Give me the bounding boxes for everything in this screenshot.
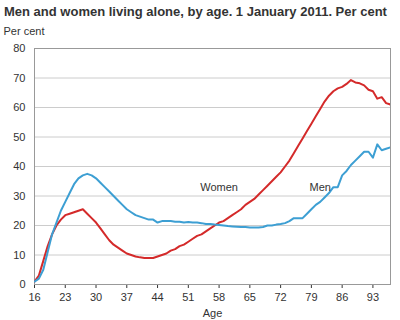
- svg-text:Men: Men: [309, 181, 330, 193]
- svg-text:80: 80: [13, 42, 25, 54]
- svg-text:50: 50: [13, 131, 25, 143]
- svg-text:86: 86: [336, 291, 348, 303]
- svg-text:Women: Women: [200, 181, 238, 193]
- svg-text:72: 72: [274, 291, 286, 303]
- svg-text:30: 30: [90, 291, 102, 303]
- svg-text:16: 16: [28, 291, 40, 303]
- svg-text:Per cent: Per cent: [4, 25, 45, 37]
- svg-text:30: 30: [13, 190, 25, 202]
- svg-text:65: 65: [244, 291, 256, 303]
- svg-text:40: 40: [13, 160, 25, 172]
- svg-text:44: 44: [151, 291, 163, 303]
- html-text:Men and women living alone, by: Men and women living alone, by age. 1 Ja…: [4, 4, 387, 19]
- svg-text:51: 51: [182, 291, 194, 303]
- svg-text:79: 79: [305, 291, 317, 303]
- svg-text:23: 23: [59, 291, 71, 303]
- svg-text:Age: Age: [203, 307, 223, 319]
- svg-text:10: 10: [13, 249, 25, 261]
- svg-text:60: 60: [13, 101, 25, 113]
- svg-text:20: 20: [13, 219, 25, 231]
- svg-text:70: 70: [13, 72, 25, 84]
- svg-text:0: 0: [19, 278, 25, 290]
- svg-text:37: 37: [121, 291, 133, 303]
- svg-text:93: 93: [367, 291, 379, 303]
- svg-text:58: 58: [213, 291, 225, 303]
